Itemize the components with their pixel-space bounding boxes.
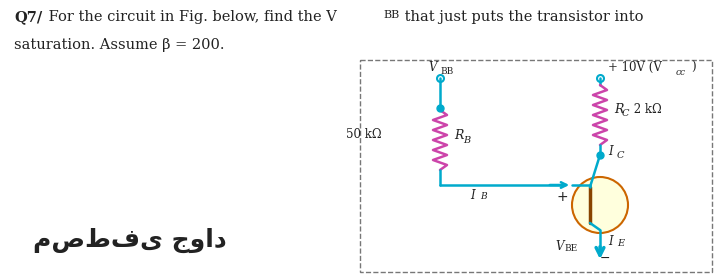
Text: V: V [555,240,564,253]
Text: BB: BB [383,10,400,20]
Text: C: C [622,108,629,118]
Text: مصطفى جواد: مصطفى جواد [33,227,227,252]
Text: saturation. Assume β = 200.: saturation. Assume β = 200. [14,38,225,52]
Circle shape [572,177,628,233]
Text: R: R [614,103,624,115]
Text: +: + [556,190,568,204]
Text: I: I [470,189,474,202]
Text: B: B [480,192,487,201]
Text: V: V [428,61,437,74]
Text: Q7/: Q7/ [14,10,42,24]
Text: B: B [463,135,470,145]
Text: + 10V (V: + 10V (V [608,61,662,74]
Text: I: I [608,145,613,158]
Text: 50 kΩ: 50 kΩ [346,128,385,140]
Text: I: I [608,235,613,248]
Text: E: E [617,239,624,248]
Text: BB: BB [440,67,454,76]
Text: 2 kΩ: 2 kΩ [630,103,662,115]
Text: that just puts the transistor into: that just puts the transistor into [400,10,644,24]
Text: BE: BE [564,244,577,253]
Text: C: C [617,150,624,160]
Bar [360,60,712,272]
Text: R: R [454,128,464,142]
Text: For the circuit in Fig. below, find the V: For the circuit in Fig. below, find the … [44,10,337,24]
Text: −: − [600,252,611,265]
Text: ): ) [691,61,696,74]
Text: cc: cc [676,68,686,77]
